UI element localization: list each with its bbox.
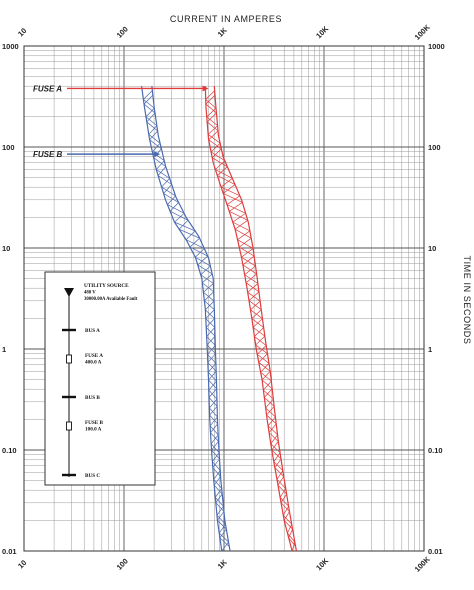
curve-annotations: FUSE A FUSE B [33,84,209,159]
fuse-b-band [141,86,231,552]
utility-source-label: 30000.00A Available Fault [84,297,138,302]
y-tick-label-left: 1 [2,345,6,354]
y-tick-label-right: 1 [428,345,432,354]
x-axis-title: CURRENT IN AMPERES [170,14,282,24]
fuse-a-label: FUSE A [85,353,103,359]
y-tick-label-left: 100 [2,143,15,152]
fuse-a-symbol [66,354,72,364]
bus-c-label: BUS C [85,473,100,479]
fuse-bands [141,86,298,552]
y-tick-label-right: 10 [428,244,436,253]
fuse-b-total-clear-curve [151,86,231,552]
y-tick-label-left: 10 [2,244,10,253]
utility-source-label: UTILITY SOURCE [84,283,129,289]
fuse-a-min-melt-curve [204,86,293,552]
utility-source-label: 480 V [84,291,96,296]
fuse-a-band [204,86,298,552]
fuse-a-annotation-label: FUSE A [33,84,62,93]
bus-a-label: BUS A [85,328,100,334]
fuse-b-symbol [66,421,72,431]
y-tick-label-right: 100 [428,143,441,152]
fuse-b-arrow-head [154,151,161,158]
y-axis-title: TIME IN SECONDS [462,255,472,344]
y-tick-label-right: 0.10 [428,446,443,455]
y-tick-label-right: 0.01 [428,547,443,556]
plot-frame [23,45,425,552]
y-tick-label-right: 1000 [428,42,445,51]
one-line-box [44,271,156,486]
fuse-b-min-melt-curve [141,86,223,552]
y-tick-label-left: 0.01 [2,547,17,556]
fuse-b-label: FUSE B [85,420,104,426]
utility-source-icon [64,288,74,297]
fuse-b-annotation-label: FUSE B [33,150,63,159]
y-tick-label-left: 1000 [2,42,19,51]
y-tick-label-left: 0.10 [2,446,17,455]
fuse-a-label: 400.0 A [85,360,102,366]
fuse-b-label: 100.0 A [85,427,102,433]
bus-b-label: BUS B [85,395,100,401]
fuse-a-total-clear-curve [213,86,298,552]
fuse-a-arrow-head [202,85,209,92]
